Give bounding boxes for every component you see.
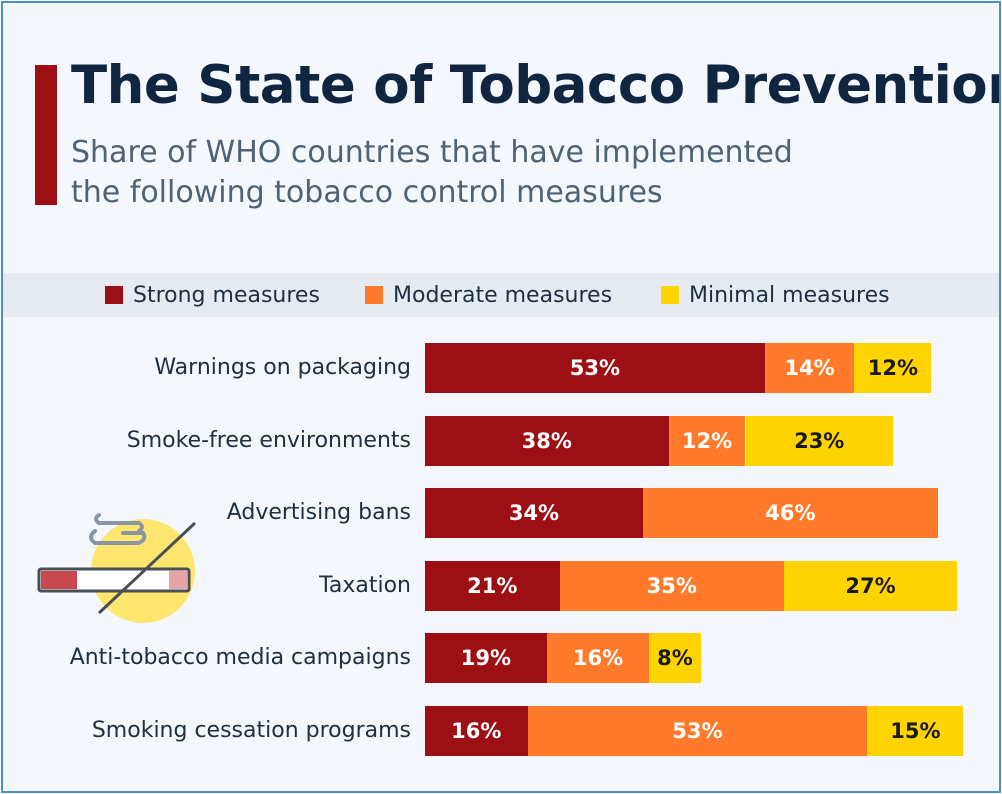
- bar-segment: 53%: [425, 343, 765, 393]
- bar-segment: 16%: [425, 705, 528, 756]
- data-label: 15%: [890, 718, 941, 743]
- category-label: Warnings on packaging: [154, 355, 411, 380]
- category-label: Smoking cessation programs: [91, 717, 411, 743]
- data-label: 46%: [765, 501, 816, 525]
- legend-swatch-moderate: [365, 286, 383, 304]
- chart-title: The State of Tobacco Prevention: [71, 55, 1001, 116]
- data-label: 16%: [451, 718, 502, 743]
- data-label: 53%: [569, 356, 620, 380]
- data-label: 12%: [681, 428, 733, 453]
- data-label: 35%: [646, 573, 697, 598]
- bar-segment: 34%: [425, 488, 643, 538]
- category-label: Advertising bans: [226, 500, 411, 525]
- bar-segment: 23%: [745, 415, 893, 466]
- data-label: 27%: [845, 573, 896, 598]
- legend-item-moderate: Moderate measures: [365, 273, 612, 317]
- data-label: 34%: [508, 501, 560, 525]
- category-label: Smoke-free environments: [126, 427, 411, 453]
- bar-segment: 27%: [783, 560, 958, 611]
- bar-segment: 46%: [642, 488, 938, 538]
- data-label: 38%: [521, 428, 572, 453]
- legend-label-minimal: Minimal measures: [689, 282, 890, 308]
- no-smoking-cigarette-icon: [37, 513, 197, 623]
- bar-segment: 12%: [668, 415, 746, 466]
- category-label: Anti-tobacco media campaigns: [69, 645, 411, 670]
- legend-label-strong: Strong measures: [133, 282, 320, 308]
- legend: Strong measures Moderate measures Minima…: [3, 273, 999, 317]
- data-label: 16%: [572, 646, 624, 670]
- data-label: 19%: [460, 646, 512, 670]
- bar-segment: 53%: [527, 705, 868, 756]
- bar-segment: 8%: [649, 633, 701, 683]
- data-label: 21%: [467, 573, 518, 598]
- bar-segment: 21%: [425, 560, 560, 611]
- bar-segment: 14%: [764, 343, 855, 393]
- data-label: 53%: [672, 718, 723, 743]
- bar-segment: 15%: [867, 705, 964, 756]
- data-label: 14%: [784, 356, 835, 380]
- data-label: 12%: [867, 356, 919, 380]
- bar-segment: 38%: [425, 415, 669, 466]
- data-label: 23%: [794, 428, 845, 453]
- chart-subtitle: Share of WHO countries that have impleme…: [71, 135, 793, 210]
- legend-swatch-strong: [105, 286, 123, 304]
- legend-item-minimal: Minimal measures: [661, 273, 890, 317]
- legend-swatch-minimal: [661, 286, 679, 304]
- bar-segment: 19%: [425, 633, 547, 683]
- bar-segment: 12%: [854, 343, 932, 393]
- legend-item-strong: Strong measures: [105, 273, 320, 317]
- category-label: Taxation: [319, 572, 411, 598]
- legend-label-moderate: Moderate measures: [393, 282, 613, 308]
- bar-segment: 35%: [559, 560, 784, 611]
- data-label: 8%: [657, 646, 693, 670]
- bar-segment: 16%: [546, 633, 650, 683]
- title-accent-bar: [35, 65, 57, 205]
